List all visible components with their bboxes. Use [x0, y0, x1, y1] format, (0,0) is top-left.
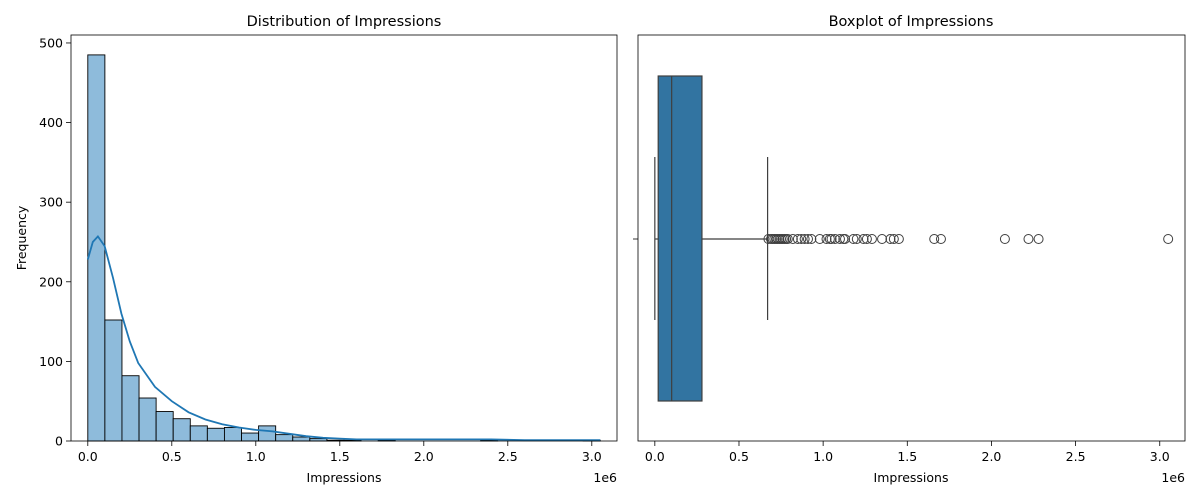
outlier-point — [885, 234, 896, 244]
outlier-point — [1033, 234, 1044, 244]
boxplot-x-offset: 1e6 — [1161, 470, 1185, 485]
x-tick-label: 3.0 — [1150, 449, 1170, 464]
y-tick-label: 0 — [55, 434, 63, 449]
x-tick-label: 2.0 — [414, 449, 434, 464]
outlier-point — [851, 234, 862, 244]
outlier-point — [877, 234, 888, 244]
y-tick-label: 300 — [39, 195, 63, 210]
x-tick-label: 0.5 — [162, 449, 182, 464]
histogram-y-ticks: 0 100 200 300 400 500 — [39, 35, 71, 449]
x-tick-label: 1.0 — [813, 449, 833, 464]
histogram-bar — [138, 397, 157, 442]
outlier-point — [866, 234, 877, 244]
histogram-bar — [258, 425, 277, 442]
histogram-bar — [189, 425, 208, 442]
histogram-x-ticks: 0.0 0.5 1.0 1.5 2.0 2.5 3.0 — [78, 441, 602, 464]
histogram-bars — [87, 54, 601, 442]
x-tick-label: 1.5 — [897, 449, 917, 464]
kde-curve — [86, 234, 601, 442]
outlier-point — [999, 234, 1010, 244]
outlier-point — [821, 234, 832, 244]
outlier-point — [814, 234, 825, 244]
outlier-point — [782, 234, 793, 244]
boxplot-frame — [637, 34, 1186, 442]
outlier-point — [893, 234, 904, 244]
histogram-bar — [275, 434, 294, 442]
x-tick-label: 0.0 — [78, 449, 98, 464]
outlier-point — [829, 234, 840, 244]
x-tick-label: 2.0 — [982, 449, 1002, 464]
histogram-bar — [241, 432, 260, 442]
histogram-bar — [292, 436, 311, 442]
x-tick-label: 0.5 — [729, 449, 749, 464]
x-tick-label: 0.0 — [645, 449, 665, 464]
outlier-point — [888, 234, 899, 244]
x-tick-label: 2.5 — [498, 449, 518, 464]
outlier-point — [1023, 234, 1034, 244]
boxplot-x-ticks: 0.0 0.5 1.0 1.5 2.0 2.5 3.0 — [645, 441, 1170, 464]
histogram-y-label: Frequency — [14, 205, 29, 270]
histogram-x-offset: 1e6 — [593, 470, 617, 485]
y-tick-label: 500 — [39, 35, 63, 50]
histogram-bar — [206, 427, 225, 442]
x-tick-label: 3.0 — [582, 449, 602, 464]
outlier-point — [929, 234, 940, 244]
outlier-point — [834, 234, 845, 244]
histogram-title: Distribution of Impressions — [247, 14, 442, 30]
outlier-point — [861, 234, 872, 244]
y-tick-label: 200 — [39, 274, 63, 289]
outlier-point — [826, 234, 837, 244]
outlier-point — [792, 234, 803, 244]
histogram-bar — [121, 375, 140, 442]
boxplot-group — [654, 75, 1174, 402]
box — [657, 75, 703, 402]
outlier-point — [1163, 234, 1174, 244]
outlier-point — [806, 234, 817, 244]
boxplot-title: Boxplot of Impressions — [829, 14, 994, 30]
histogram-frame — [70, 34, 618, 442]
histogram-x-label: Impressions — [307, 470, 382, 485]
outlier-point — [840, 234, 851, 244]
y-tick-label: 100 — [39, 354, 63, 369]
histogram-panel: Distribution of Impressions 0.0 0.5 1.0 1.5… — [14, 14, 618, 485]
x-tick-label: 1.5 — [330, 449, 350, 464]
outlier-point — [787, 234, 798, 244]
histogram-bar — [223, 427, 242, 442]
outlier-point — [935, 234, 946, 244]
y-tick-label: 400 — [39, 115, 63, 130]
outlier-point — [796, 234, 807, 244]
boxplot-panel: Boxplot of Impressions 0.0 0.5 1.0 1.5 2.0 2.… — [633, 14, 1186, 485]
outlier-point — [858, 234, 869, 244]
x-tick-label: 2.5 — [1066, 449, 1086, 464]
histogram-bar — [172, 418, 191, 442]
outlier-point — [799, 234, 810, 244]
outlier-point — [802, 234, 813, 244]
outlier-point — [848, 234, 859, 244]
histogram-bar — [104, 319, 123, 442]
boxplot-x-label: Impressions — [874, 470, 949, 485]
histogram-bar — [155, 411, 174, 442]
x-tick-label: 1.0 — [246, 449, 266, 464]
